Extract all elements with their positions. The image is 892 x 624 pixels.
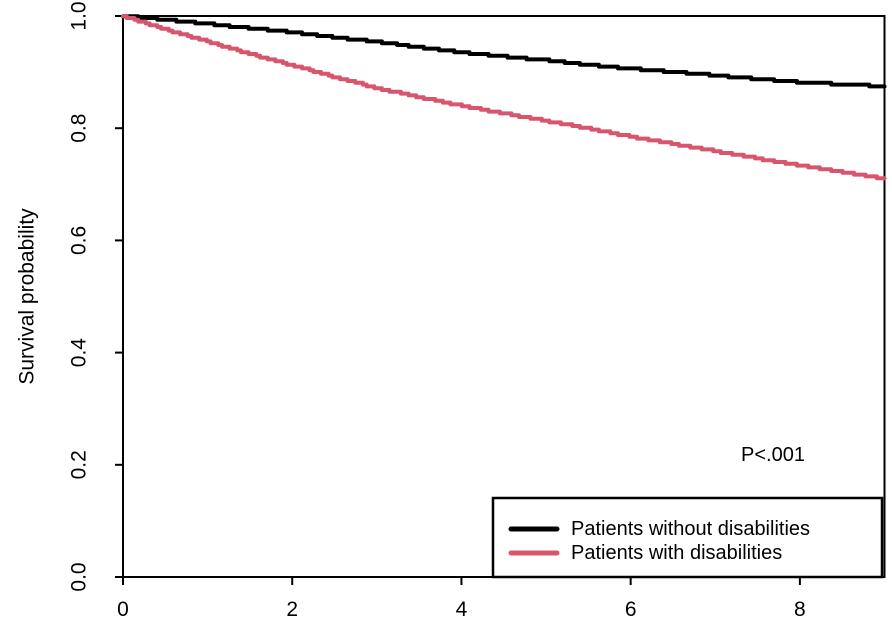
y-tick-label: 0.0 [68,562,91,591]
x-tick-label: 8 [794,598,806,621]
y-tick-label: 0.4 [68,338,91,368]
plot-box [122,15,886,578]
x-tick-label: 2 [286,598,298,621]
legend-label-with-disabilities: Patients with disabilities [571,542,782,564]
survival-curves [121,14,887,181]
y-tick-label: 0.8 [68,114,91,143]
x-axis-ticks: 0 2 4 6 8 [117,577,806,621]
legend: Patients without disabilities Patients w… [491,496,884,579]
legend-label-without-disabilities: Patients without disabilities [571,518,810,540]
y-axis-ticks: 1.0 0.8 0.6 0.4 0.2 0.0 [68,1,123,592]
y-tick-label: 1.0 [68,1,91,30]
y-axis-title: Survival probability [16,208,39,385]
survival-curve-without-disabilities [121,14,887,89]
x-tick-label: 4 [456,598,468,621]
legend-box [491,496,884,579]
x-tick-label: 0 [117,598,129,621]
y-tick-label: 0.2 [68,450,91,479]
y-tick-label: 0.6 [68,226,91,255]
survival-curve-with-disabilities [121,14,887,181]
x-tick-label: 6 [625,598,637,621]
p-value-annotation: P<.001 [741,444,805,466]
